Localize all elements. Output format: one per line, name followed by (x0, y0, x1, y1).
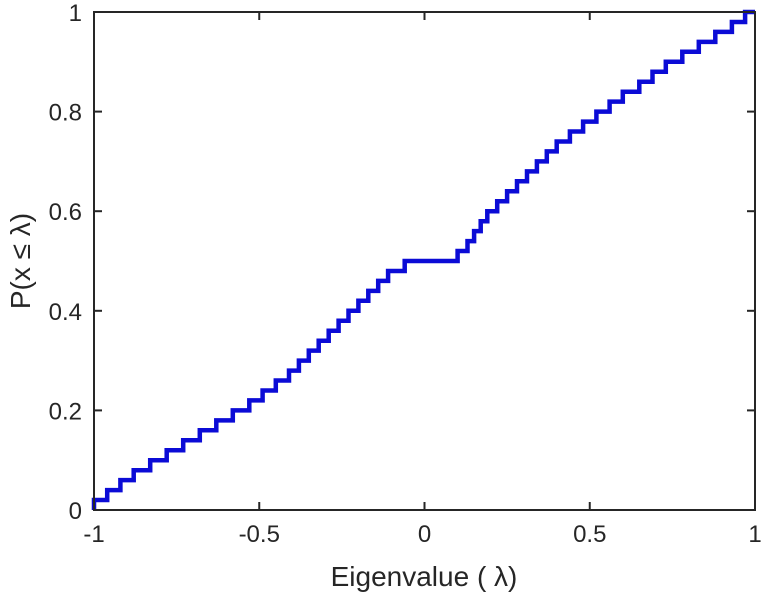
y-tick-label: 0.8 (49, 100, 82, 127)
x-tick-label: 1 (748, 521, 761, 548)
x-tick-label: 0.5 (573, 521, 606, 548)
plot-area: -1 -0.5 0 0.5 1 0 0.2 0.4 0.6 0.8 1 (49, 0, 762, 548)
x-tick-label: -0.5 (239, 521, 280, 548)
y-tick-label: 0.4 (49, 299, 82, 326)
y-tick-label: 1 (69, 0, 82, 27)
ecdf-step-curve (91, 9, 755, 510)
x-axis-label: Eigenvalue ( λ) (331, 561, 518, 592)
y-tick-label: 0 (69, 498, 82, 525)
y-tick-label: 0.6 (49, 199, 82, 226)
y-axis-label: P(x ≤ λ) (5, 213, 36, 309)
x-tick-label: 0 (418, 521, 431, 548)
y-tick-label: 0.2 (49, 398, 82, 425)
x-tick-label: -1 (83, 521, 104, 548)
